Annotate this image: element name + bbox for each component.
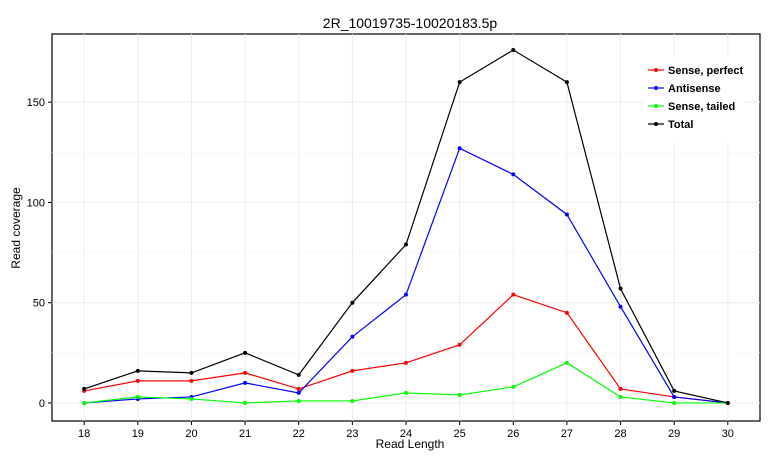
data-point-antisense — [457, 146, 462, 151]
x-axis-label: Read Length — [376, 437, 445, 451]
data-point-sense-perfect — [511, 292, 516, 297]
data-point-sense-perfect — [457, 342, 462, 347]
data-point-antisense — [296, 390, 301, 395]
data-point-sense-perfect — [404, 360, 408, 365]
data-point-total — [457, 80, 462, 85]
data-point-total — [725, 400, 730, 405]
data-point-total — [672, 388, 677, 393]
x-tick-label: 21 — [239, 428, 251, 440]
data-point-sense-perfect — [618, 386, 623, 391]
x-tick-label: 29 — [668, 428, 680, 440]
data-point-total — [82, 386, 87, 391]
legend-marker — [654, 122, 658, 126]
data-point-sense-tailed — [511, 384, 516, 389]
data-point-sense-tailed — [243, 400, 248, 405]
data-point-sense-tailed — [82, 400, 87, 405]
axes: 18 19 20 21 22 23 24 25 26 27 28 29 30 0 50 100 150 — [27, 97, 734, 440]
data-point-sense-tailed — [404, 390, 408, 395]
y-tick-label: 150 — [27, 97, 45, 109]
x-tick-label: 20 — [185, 428, 197, 440]
data-point-total — [350, 300, 355, 305]
data-point-total — [189, 370, 194, 375]
y-axis-label: Read coverage — [9, 187, 23, 269]
series-layer — [82, 48, 730, 405]
data-point-antisense — [243, 380, 248, 385]
data-point-sense-perfect — [243, 370, 248, 375]
legend-label: Sense, perfect — [668, 65, 744, 77]
x-tick-label: 22 — [293, 428, 305, 440]
data-point-total — [404, 242, 408, 247]
data-point-total — [135, 368, 140, 373]
data-point-antisense — [350, 334, 355, 339]
legend: Sense, perfect Antisense Sense, tailed Tota… — [643, 57, 745, 143]
y-tick-label: 0 — [39, 398, 45, 410]
data-point-sense-perfect — [189, 378, 194, 383]
data-point-total — [243, 350, 248, 355]
grid-lines — [52, 34, 760, 421]
x-tick-label: 18 — [78, 428, 90, 440]
data-point-total — [296, 372, 301, 377]
data-point-sense-perfect — [135, 378, 140, 383]
y-tick-label: 100 — [27, 197, 45, 209]
legend-marker — [654, 68, 658, 72]
legend-marker — [654, 104, 658, 108]
data-point-sense-tailed — [189, 396, 194, 401]
data-point-sense-perfect — [564, 310, 569, 315]
data-point-sense-tailed — [618, 394, 623, 399]
data-point-sense-tailed — [135, 394, 140, 399]
legend-marker — [654, 86, 658, 90]
data-point-sense-tailed — [672, 400, 677, 405]
y-tick-label: 50 — [33, 298, 45, 310]
data-point-total — [564, 80, 569, 85]
legend-label: Total — [668, 119, 693, 131]
data-point-sense-tailed — [564, 360, 569, 365]
data-point-sense-tailed — [350, 398, 355, 403]
legend-box — [643, 57, 745, 143]
legend-label: Sense, tailed — [668, 101, 735, 113]
data-point-sense-perfect — [296, 386, 301, 391]
data-point-total — [511, 48, 516, 53]
x-tick-label: 30 — [722, 428, 734, 440]
x-tick-label: 23 — [346, 428, 358, 440]
data-point-antisense — [511, 172, 516, 177]
legend-label: Antisense — [668, 83, 721, 95]
x-tick-label: 19 — [132, 428, 144, 440]
data-point-antisense — [404, 292, 408, 297]
data-point-antisense — [672, 394, 677, 399]
data-point-antisense — [618, 304, 623, 309]
data-point-sense-tailed — [296, 398, 301, 403]
data-point-sense-tailed — [457, 392, 462, 397]
x-tick-label: 24 — [400, 428, 412, 440]
x-tick-label: 26 — [507, 428, 519, 440]
data-point-sense-perfect — [350, 368, 355, 373]
x-tick-label: 27 — [561, 428, 573, 440]
data-point-antisense — [564, 212, 569, 217]
x-tick-label: 28 — [614, 428, 626, 440]
x-tick-label: 25 — [454, 428, 466, 440]
chart-title: 2R_10019735-10020183.5p — [323, 15, 498, 31]
data-point-total — [618, 286, 623, 291]
